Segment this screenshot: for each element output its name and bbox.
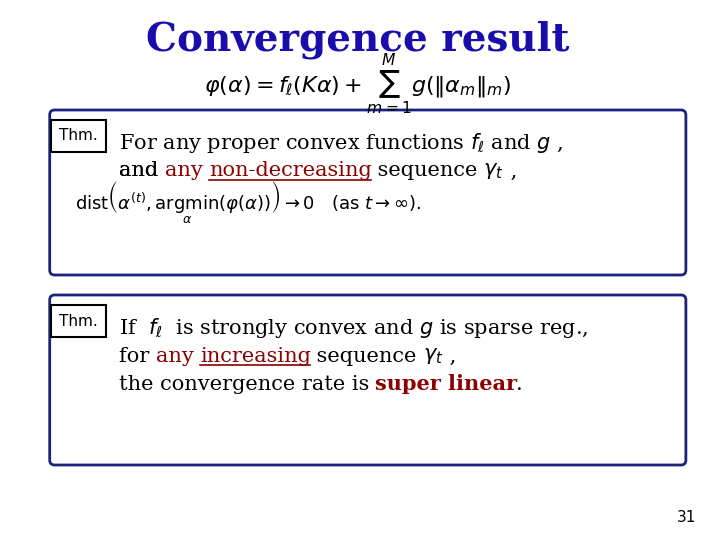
Text: increasing: increasing [200,347,311,366]
Text: ,: , [443,347,456,366]
Text: any: any [165,161,202,180]
Text: sequence: sequence [310,347,423,366]
Text: If  $f_\ell$  is strongly convex and $g$ is sparse reg.,: If $f_\ell$ is strongly convex and $g$ i… [120,316,588,340]
Text: for: for [120,347,156,366]
Text: $\gamma_t$: $\gamma_t$ [483,161,503,181]
FancyBboxPatch shape [50,295,686,465]
Text: Convergence result: Convergence result [146,21,570,59]
Text: and: and [120,161,165,180]
Text: non-decreasing: non-decreasing [209,161,372,180]
FancyBboxPatch shape [50,110,686,275]
Text: super linear: super linear [374,374,517,394]
Text: Thm.: Thm. [59,129,98,144]
Text: $\varphi(\alpha) = f_\ell(K\alpha) + \sum_{m=1}^{M} g(\|\alpha_m\|_m)$: $\varphi(\alpha) = f_\ell(K\alpha) + \su… [204,53,511,117]
Text: For any proper convex functions $f_\ell$ and $g$ ,: For any proper convex functions $f_\ell$… [120,131,564,155]
Text: $\gamma_t$: $\gamma_t$ [423,346,444,366]
Text: 31: 31 [677,510,696,525]
Text: the convergence rate is: the convergence rate is [120,375,377,394]
FancyBboxPatch shape [50,120,107,152]
Text: any: any [156,347,194,366]
Text: ,: , [503,161,517,180]
Text: sequence: sequence [371,161,484,180]
Text: and: and [120,161,165,180]
FancyBboxPatch shape [50,305,107,337]
Text: Thm.: Thm. [59,314,98,328]
Text: $\mathrm{dist}\left(\alpha^{(t)}, \underset{\alpha}{\mathrm{argmin}}(\varphi(\al: $\mathrm{dist}\left(\alpha^{(t)}, \under… [76,180,421,226]
Text: .: . [516,375,523,394]
